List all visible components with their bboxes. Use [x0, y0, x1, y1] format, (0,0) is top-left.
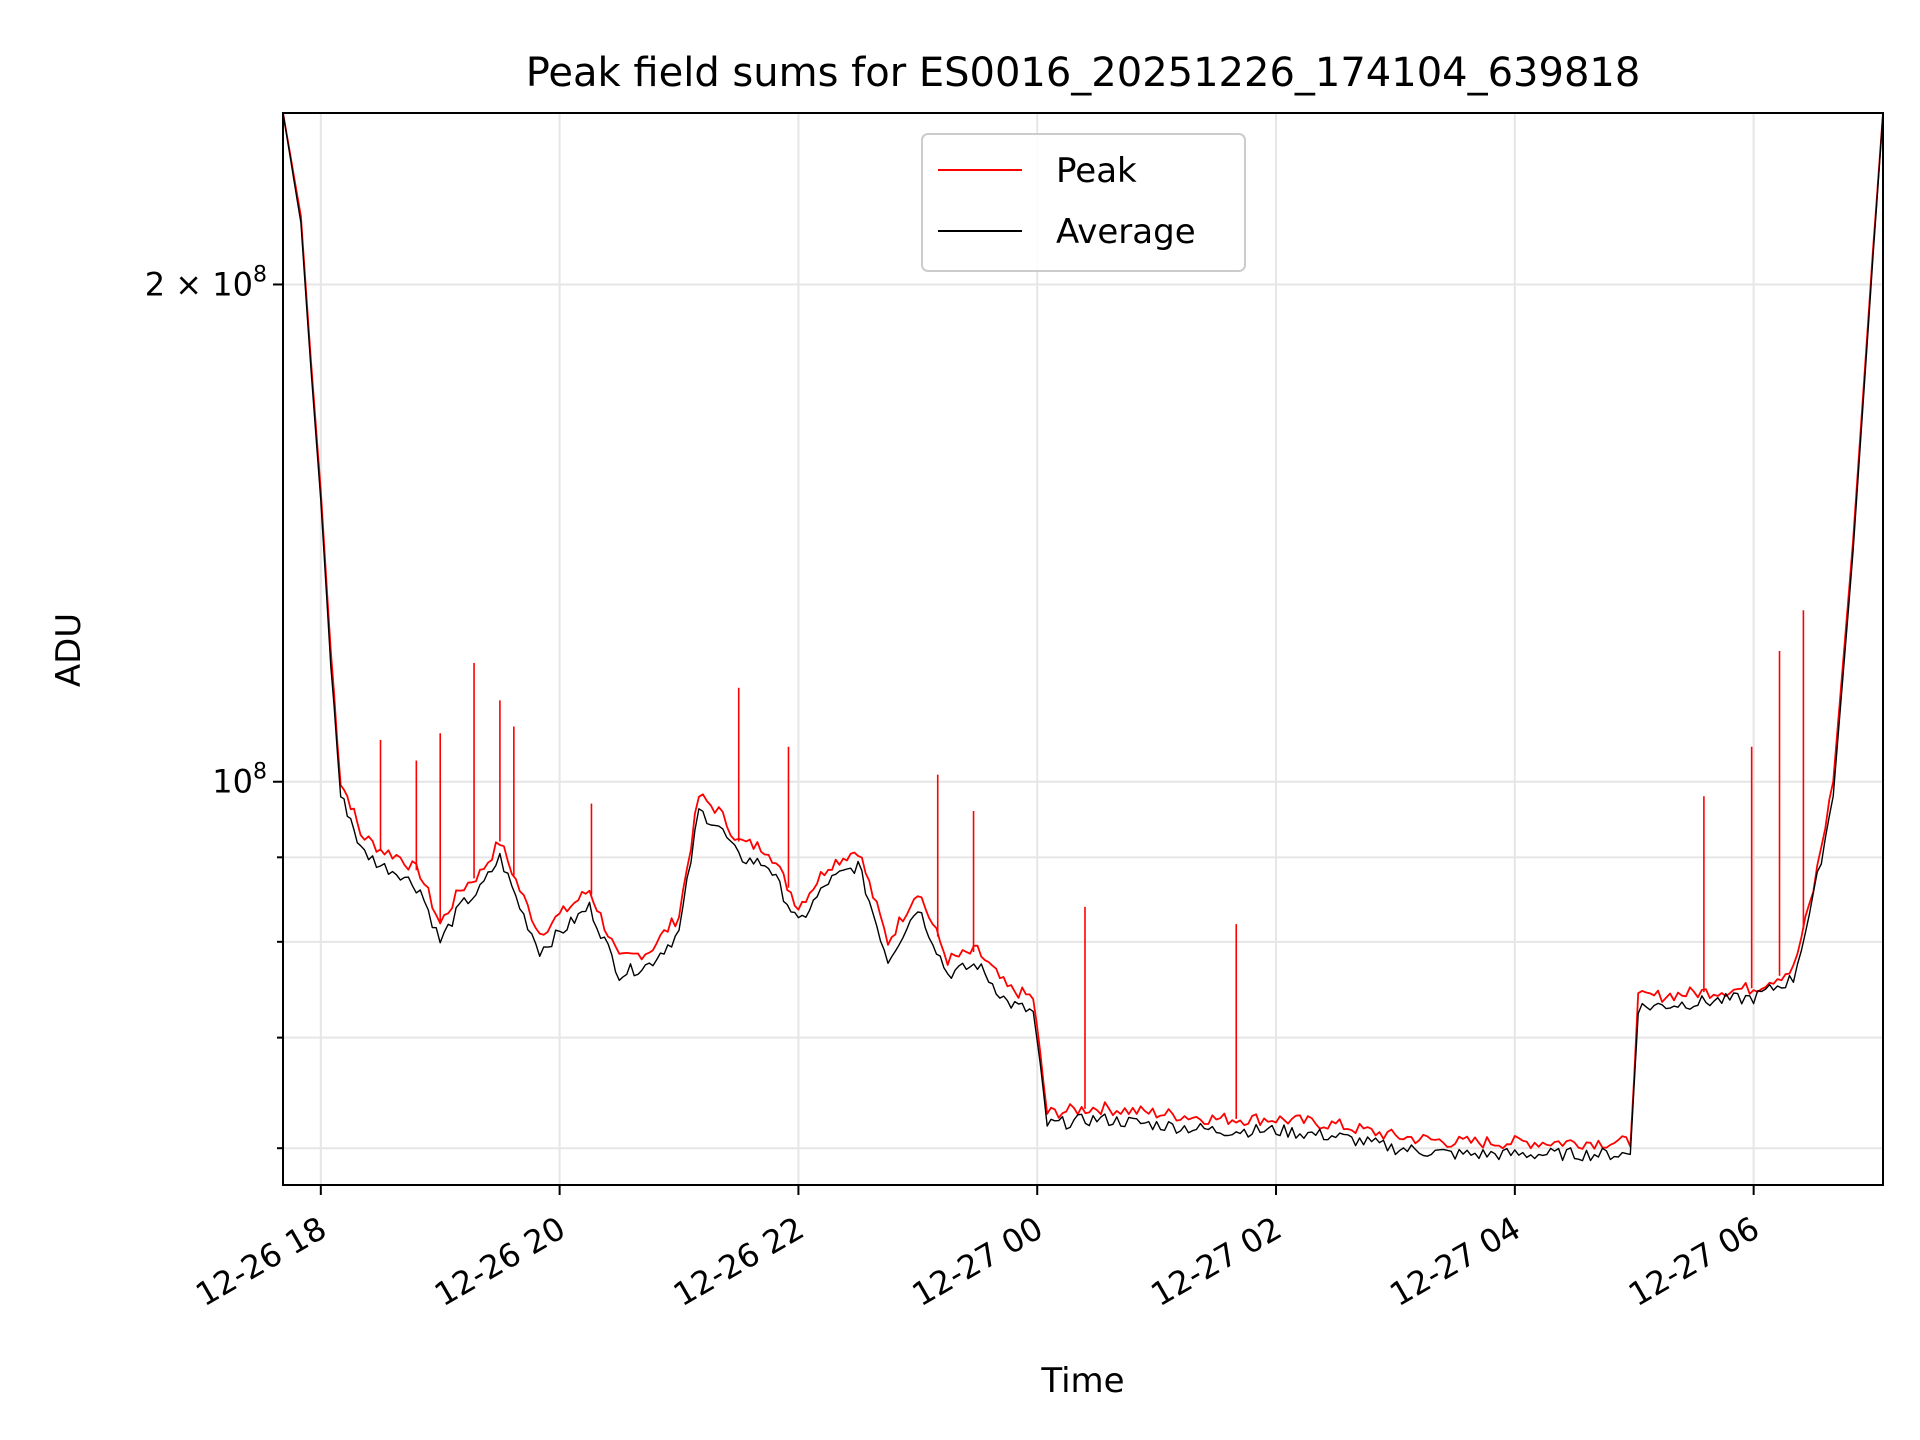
- axes-frame: [282, 112, 1884, 1186]
- legend: Peak Average: [921, 133, 1246, 272]
- y-axis-label: ADU: [49, 613, 89, 687]
- legend-label-peak: Peak: [1056, 151, 1137, 191]
- x-axis-label: Time: [1040, 1361, 1124, 1401]
- series-line-average: [283, 113, 1883, 1162]
- legend-label-average: Average: [1056, 212, 1196, 252]
- y-tick-label: 108: [212, 760, 267, 801]
- y-tick-label: 2 × 108: [145, 262, 267, 303]
- grid: [283, 113, 1883, 1185]
- chart-title: Peak field sums for ES0016_20251226_1741…: [526, 50, 1641, 96]
- legend-box: [921, 133, 1246, 272]
- series-line-peak: [283, 113, 1883, 1150]
- plot-area: [283, 113, 1883, 1162]
